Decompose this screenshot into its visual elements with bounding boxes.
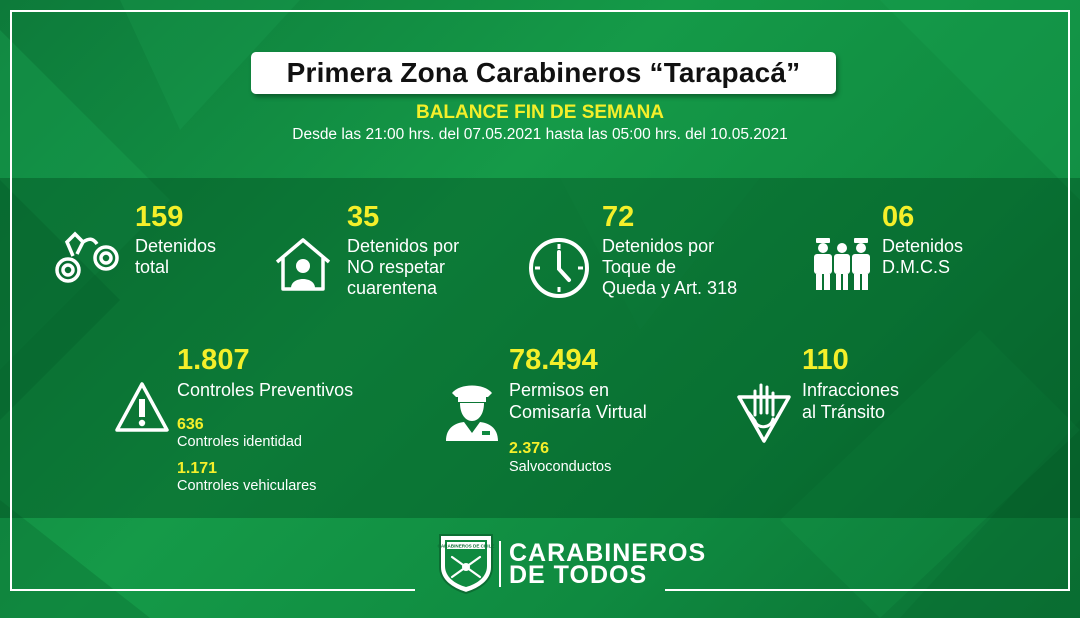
frame-right-line (1068, 10, 1070, 590)
brand-line-2: DE TODOS (509, 561, 648, 589)
stat-infracciones-value: 110 (802, 344, 849, 376)
page-title: Primera Zona Carabineros “Tarapacá” (286, 57, 801, 88)
stat-toque-value: 72 (602, 201, 635, 233)
stat-dmcs-label-1: Detenidos (882, 236, 964, 256)
stat-identidad-value: 636 (177, 416, 204, 433)
clock-icon (527, 236, 591, 300)
frame-bottom-right-line (665, 589, 1070, 591)
police-officer-icon (444, 381, 500, 443)
stat-salvoconductos-value: 2.376 (509, 440, 550, 457)
title-box: Primera Zona Carabineros “Tarapacá” (251, 52, 836, 94)
subtitle: BALANCE FIN DE SEMANA (415, 102, 665, 123)
stat-toque-label-2: Toque de (602, 257, 677, 277)
stat-permisos-value: 78.494 (509, 344, 598, 376)
stat-vehiculares-value: 1.171 (177, 460, 218, 477)
emblem-text: CARABINEROS DE CHILE (438, 544, 495, 549)
stat-cuarentena-label-2: NO respetar (347, 257, 446, 277)
stat-total-label-2: total (135, 257, 170, 277)
stat-identidad-label: Controles identidad (177, 434, 302, 450)
frame-top-line (10, 10, 1070, 12)
footer-divider (499, 541, 501, 587)
stat-total-value: 159 (135, 201, 184, 233)
stat-vehiculares-label: Controles vehiculares (177, 478, 317, 494)
warning-icon (114, 381, 170, 433)
stat-controles-label: Controles Preventivos (177, 380, 354, 400)
stat-permisos-label-2: Comisaría Virtual (509, 402, 647, 422)
stat-cuarentena-label-3: cuarentena (347, 278, 438, 298)
stat-dmcs-label-2: D.M.C.S (882, 257, 951, 277)
stat-infracciones-label-1: Infracciones (802, 380, 900, 400)
stat-permisos-label-1: Permisos en (509, 380, 610, 400)
frame-left-line (10, 10, 12, 590)
stat-cuarentena-label-1: Detenidos por (347, 236, 460, 256)
stop-hand-icon (735, 381, 793, 445)
stat-dmcs-value: 06 (882, 201, 915, 233)
stat-cuarentena-value: 35 (347, 201, 380, 233)
stat-toque-label-1: Detenidos por (602, 236, 715, 256)
stats-band (0, 178, 1080, 518)
brand-line-1: CARABINEROS (509, 539, 707, 567)
house-person-icon (274, 236, 332, 292)
stat-controles-value: 1.807 (177, 344, 250, 376)
frame-bottom-left-line (10, 589, 415, 591)
group-people-icon (808, 236, 876, 292)
stat-infracciones-label-2: al Tránsito (802, 402, 886, 422)
stat-salvoconductos-label: Salvoconductos (509, 459, 612, 475)
date-range: Desde las 21:00 hrs. del 07.05.2021 hast… (292, 126, 788, 143)
stat-toque-label-3: Queda y Art. 318 (602, 278, 738, 298)
handcuffs-icon (53, 228, 121, 286)
stat-total-label-1: Detenidos (135, 236, 217, 256)
carabineros-emblem-logo: CARABINEROS DE CHILE (437, 531, 495, 595)
